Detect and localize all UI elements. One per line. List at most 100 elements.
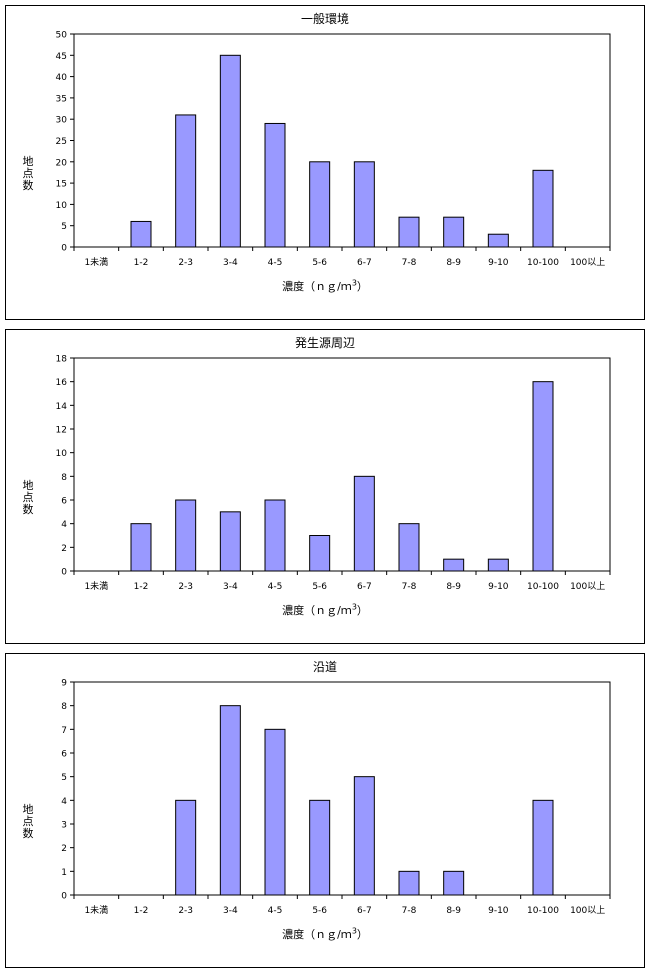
x-tick-label: 1未満	[84, 256, 108, 268]
y-tick-label: 18	[56, 355, 68, 365]
x-tick-label: 9-10	[488, 906, 509, 916]
chart-title: 発生源周辺	[294, 336, 355, 350]
x-tick-label: 4-5	[268, 906, 283, 916]
chart-plot: 0 1 2 3 4 5 6 7 8 9 1未満 1-2 2-3 3-4 4-5 5-6 6-7 7-8 8-9 9-1…	[61, 679, 611, 916]
x-tick-label: 3-4	[223, 906, 238, 916]
x-tick-label: 100以上	[570, 905, 605, 916]
x-tick-label: 10-100	[527, 906, 559, 916]
y-tick-label: 3	[61, 821, 67, 831]
bar	[443, 558, 465, 572]
y-tick-label: 6	[61, 497, 67, 507]
y-tick-label: 2	[61, 544, 67, 554]
bar	[487, 558, 509, 572]
y-tick-label: 5	[61, 773, 67, 783]
x-tick-label: 2-3	[178, 258, 193, 268]
bar	[219, 511, 241, 572]
bar	[264, 728, 286, 896]
x-tick-label: 2-3	[178, 582, 193, 592]
chart-plot: 0 2 4 6 8 10 12 14 16 18 1未満 1-2 2-3 3-4 4-5 5-6 6-7 7-8 8…	[56, 355, 611, 592]
bar	[264, 499, 286, 572]
x-tick-label: 100以上	[570, 581, 605, 592]
y-tick-label: 12	[56, 426, 67, 436]
x-tick-label: 1未満	[84, 580, 108, 592]
y-tick-label: 30	[56, 116, 68, 126]
x-tick-label: 8-9	[446, 258, 461, 268]
chart-panel-3: 沿道 地点数 濃度（ｎｇ/ｍ3） 0 1 2 3 4 5 6 7 8 9 1未満 1-2 2-3 3-4 4…	[5, 653, 645, 968]
bar	[398, 523, 420, 572]
x-tick-label: 6-7	[357, 906, 372, 916]
y-tick-label: 16	[56, 378, 68, 388]
bar	[219, 54, 241, 248]
bar	[398, 216, 420, 248]
y-tick-label: 4	[61, 797, 67, 807]
x-tick-label: 1-2	[134, 582, 149, 592]
x-tick-label: 2-3	[178, 906, 193, 916]
y-tick-label: 15	[56, 180, 67, 190]
y-tick-label: 8	[61, 702, 67, 712]
y-tick-label: 4	[61, 520, 67, 530]
x-tick-label: 9-10	[488, 258, 509, 268]
bar	[443, 870, 465, 896]
chart-panel-2: 発生源周辺 地点数 濃度（ｎｇ/ｍ3） 0 2 4 6 8 10 12 14 16 18 1未満 1-…	[5, 329, 645, 644]
plot-area	[73, 357, 611, 572]
y-axis-label: 地点数	[22, 479, 34, 516]
bar	[398, 870, 420, 896]
bar	[309, 535, 331, 572]
chart-panel-1: 一般環境 地点数 濃度（ｎｇ/ｍ3） 0 5 10 15 20 25 30 35 40 45 50 1…	[5, 5, 645, 320]
plot-area	[73, 681, 611, 896]
chart-title: 沿道	[312, 660, 337, 674]
x-axis-label: 濃度（ｎｇ/ｍ3）	[282, 278, 368, 293]
y-tick-label: 50	[56, 31, 68, 41]
y-tick-label: 25	[56, 137, 67, 147]
y-tick-label: 35	[56, 94, 67, 104]
bar	[532, 169, 554, 248]
x-tick-label: 5-6	[312, 906, 327, 916]
x-tick-label: 9-10	[488, 582, 509, 592]
x-tick-label: 4-5	[268, 258, 283, 268]
y-tick-label: 0	[61, 244, 67, 254]
plot-area	[73, 33, 611, 248]
y-tick-label: 2	[61, 844, 67, 854]
y-tick-label: 40	[56, 73, 68, 83]
x-tick-label: 3-4	[223, 582, 238, 592]
x-tick-label: 6-7	[357, 258, 372, 268]
y-tick-label: 10	[56, 201, 68, 211]
y-tick-label: 9	[61, 679, 67, 689]
bar	[532, 799, 554, 896]
bar	[353, 776, 375, 896]
y-tick-label: 0	[61, 568, 67, 578]
bar	[487, 233, 509, 248]
y-tick-label: 14	[56, 402, 68, 412]
bar	[532, 381, 554, 572]
x-tick-label: 100以上	[570, 257, 605, 268]
x-tick-label: 8-9	[446, 906, 461, 916]
bar	[353, 475, 375, 572]
chart-title: 一般環境	[300, 12, 349, 26]
x-tick-label: 7-8	[402, 906, 417, 916]
y-tick-label: 0	[61, 892, 67, 902]
x-axis-label: 濃度（ｎｇ/ｍ3）	[282, 602, 368, 617]
chart-plot: 0 5 10 15 20 25 30 35 40 45 50 1未満 1-2 2-3 3-4 4-5 5-6 6-…	[56, 31, 611, 268]
x-tick-label: 1未満	[84, 904, 108, 916]
bar	[130, 220, 152, 248]
y-tick-label: 5	[61, 222, 67, 232]
bar	[219, 705, 241, 896]
x-tick-label: 1-2	[134, 258, 149, 268]
y-tick-label: 45	[56, 52, 67, 62]
bar	[175, 799, 197, 896]
x-tick-label: 1-2	[134, 906, 149, 916]
x-axis-label: 濃度（ｎｇ/ｍ3）	[282, 926, 368, 941]
bar	[309, 161, 331, 248]
bar	[175, 114, 197, 248]
y-tick-label: 10	[56, 449, 68, 459]
bar	[130, 523, 152, 572]
x-tick-label: 3-4	[223, 258, 238, 268]
y-tick-label: 8	[61, 473, 67, 483]
y-tick-label: 6	[61, 750, 67, 760]
x-tick-label: 8-9	[446, 582, 461, 592]
x-tick-label: 10-100	[527, 582, 559, 592]
y-axis-label: 地点数	[22, 803, 34, 840]
x-tick-label: 5-6	[312, 582, 327, 592]
x-tick-label: 10-100	[527, 258, 559, 268]
bar	[175, 499, 197, 572]
